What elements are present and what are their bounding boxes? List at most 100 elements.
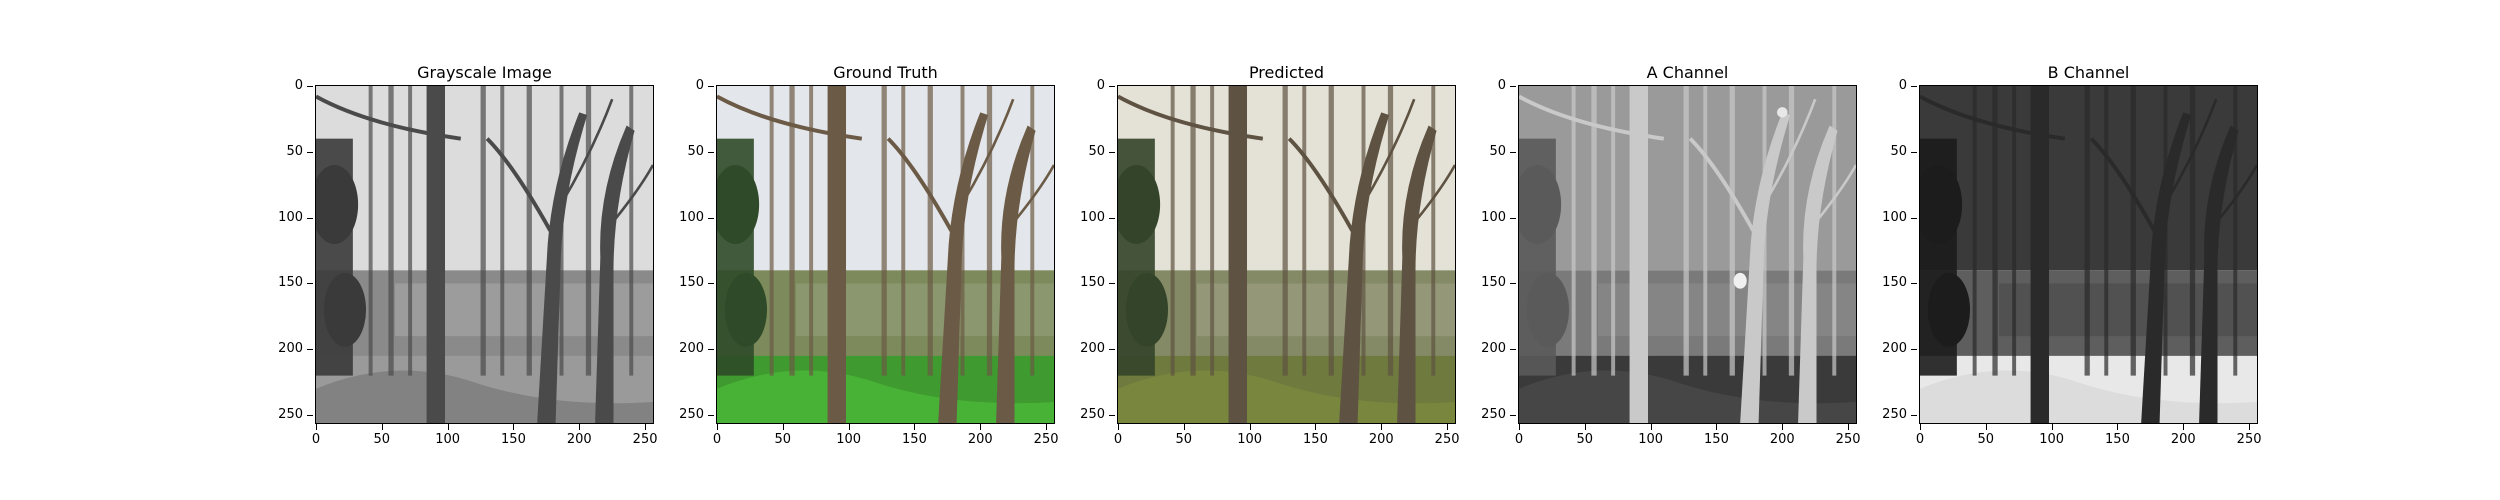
x-tick xyxy=(848,424,850,430)
y-tick-label: 50 xyxy=(687,143,704,159)
x-tick-label: 100 xyxy=(1237,432,1263,447)
y-tick xyxy=(1109,217,1115,219)
x-tick-label: 200 xyxy=(566,432,592,447)
x-tick-label: 200 xyxy=(1368,432,1394,447)
image-frame xyxy=(315,85,654,424)
x-tick-label: 100 xyxy=(836,432,862,447)
y-tick xyxy=(708,283,714,285)
x-tick xyxy=(1519,424,1520,430)
y-tick xyxy=(1911,415,1917,417)
x-tick-label: 150 xyxy=(2105,432,2130,447)
y-tick-label: 250 xyxy=(1481,407,1506,423)
x-tick-label: 250 xyxy=(2236,432,2262,447)
y-tick xyxy=(708,349,714,351)
y-tick xyxy=(1510,86,1516,87)
x-tick-label: 0 xyxy=(1915,432,1925,447)
pred-image xyxy=(1118,86,1455,423)
x-tick-label: 50 xyxy=(1977,432,1995,447)
x-tick xyxy=(381,424,383,430)
y-tick-label: 200 xyxy=(1882,341,1907,357)
x-tick xyxy=(1046,424,1048,430)
panel-bchannel: B Channel 0 50 100 150 200 250 0 50 100 150 200 250 xyxy=(1882,0,2339,500)
y-tick-label: 250 xyxy=(278,407,303,423)
x-tick xyxy=(1584,424,1586,430)
panel-pred: Predicted 0 50 100 150 200 250 0 50 100 150 200 250 xyxy=(1080,0,1537,500)
y-tick xyxy=(1109,86,1115,87)
y-tick xyxy=(1109,415,1115,417)
x-tick xyxy=(513,424,515,430)
y-tick-label: 250 xyxy=(679,407,704,423)
y-tick-label: 250 xyxy=(1882,407,1907,423)
x-tick xyxy=(1447,424,1449,430)
x-tick xyxy=(2051,424,2053,430)
panel-title: Predicted xyxy=(1248,63,1325,82)
x-tick-label: 0 xyxy=(712,432,722,447)
y-tick-label: 100 xyxy=(1080,209,1105,225)
y-tick-label: 0 xyxy=(1497,78,1506,93)
y-tick xyxy=(1510,415,1516,417)
x-tick xyxy=(980,424,982,430)
x-tick xyxy=(1848,424,1850,430)
x-tick-label: 250 xyxy=(1835,432,1861,447)
y-tick xyxy=(1510,217,1516,219)
x-tick xyxy=(914,424,916,430)
y-tick-label: 100 xyxy=(278,209,303,225)
panel-title: B Channel xyxy=(2047,63,2130,82)
y-tick-label: 200 xyxy=(278,341,303,357)
y-tick-label: 50 xyxy=(1489,143,1506,159)
y-tick xyxy=(1911,283,1917,285)
gray-image xyxy=(316,86,653,423)
x-tick-label: 50 xyxy=(373,432,391,447)
y-tick xyxy=(1911,86,1917,87)
x-tick xyxy=(447,424,449,430)
x-tick-label: 150 xyxy=(1303,432,1328,447)
y-tick-label: 100 xyxy=(1882,209,1907,225)
image-frame xyxy=(716,85,1055,424)
x-tick xyxy=(1985,424,1987,430)
x-tick-label: 50 xyxy=(1175,432,1193,447)
color-image xyxy=(717,86,1054,423)
x-tick xyxy=(1782,424,1784,430)
y-tick xyxy=(307,415,313,417)
x-tick-label: 250 xyxy=(632,432,658,447)
y-tick xyxy=(307,217,313,219)
y-tick xyxy=(1510,151,1516,153)
x-tick-label: 0 xyxy=(311,432,321,447)
x-tick-label: 0 xyxy=(1113,432,1123,447)
y-tick xyxy=(708,151,714,153)
y-tick xyxy=(708,217,714,219)
y-tick-label: 50 xyxy=(1088,143,1105,159)
x-tick-label: 150 xyxy=(1704,432,1729,447)
y-tick xyxy=(307,283,313,285)
x-tick xyxy=(782,424,784,430)
x-tick-label: 250 xyxy=(1434,432,1460,447)
x-tick xyxy=(579,424,581,430)
x-tick-label: 100 xyxy=(1638,432,1664,447)
panel-grayscale: Grayscale Image 0 50 100 150 200 250 0 50 100 150 2… xyxy=(278,0,735,500)
panel-title: A Channel xyxy=(1646,63,1729,82)
x-tick xyxy=(1381,424,1383,430)
y-tick xyxy=(307,86,313,87)
y-tick-label: 150 xyxy=(1080,275,1105,291)
y-tick xyxy=(708,415,714,417)
b-image xyxy=(1920,86,2257,423)
y-tick xyxy=(1911,151,1917,153)
y-tick-label: 0 xyxy=(1096,78,1105,93)
y-tick-label: 150 xyxy=(1481,275,1506,291)
x-tick-label: 100 xyxy=(435,432,461,447)
y-tick-label: 0 xyxy=(1898,78,1907,93)
x-tick xyxy=(1183,424,1185,430)
y-tick-label: 100 xyxy=(1481,209,1506,225)
y-tick xyxy=(307,151,313,153)
x-tick xyxy=(717,424,718,430)
y-tick-label: 150 xyxy=(1882,275,1907,291)
panel-title: Grayscale Image xyxy=(417,63,552,82)
y-tick xyxy=(708,86,714,87)
x-tick-label: 200 xyxy=(1769,432,1795,447)
y-tick-label: 200 xyxy=(1080,341,1105,357)
image-frame xyxy=(1919,85,2258,424)
x-tick-label: 200 xyxy=(967,432,993,447)
x-tick xyxy=(645,424,647,430)
y-tick-label: 200 xyxy=(679,341,704,357)
x-tick xyxy=(1716,424,1718,430)
